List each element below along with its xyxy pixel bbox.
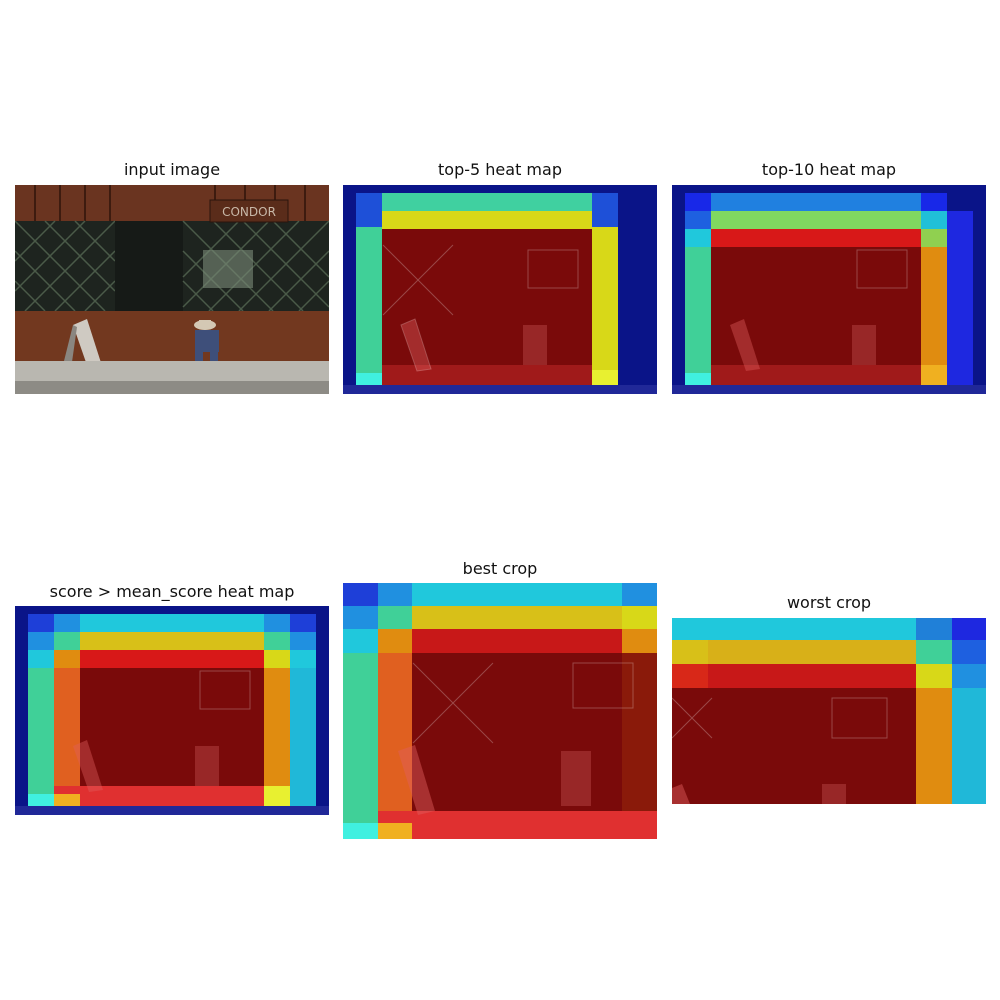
top5-heat-map xyxy=(343,185,657,394)
panel-title-top10: top-10 heat map xyxy=(761,160,897,179)
worst-crop xyxy=(672,618,986,804)
panel-title-mean: score > mean_score heat map xyxy=(49,582,295,601)
panel-title-worst: worst crop xyxy=(786,593,872,612)
top10-heat-map xyxy=(672,185,986,394)
best-crop xyxy=(343,583,657,839)
input-image: CONDOR xyxy=(15,185,329,394)
panel-title-best: best crop xyxy=(462,559,538,578)
mean-score-heat-map xyxy=(15,606,329,815)
photo-sign-text: CONDOR xyxy=(222,205,276,219)
panel-title-top5: top-5 heat map xyxy=(438,160,562,179)
panel-title-input: input image xyxy=(123,160,221,179)
